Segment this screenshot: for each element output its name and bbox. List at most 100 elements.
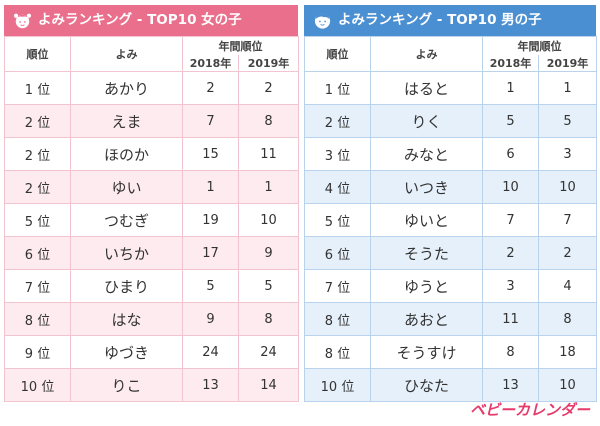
rank-cell: 6 位 [304, 236, 371, 270]
rank-cell: 8 位 [4, 302, 71, 336]
rank-2018-cell: 5 [482, 104, 539, 138]
rank-2019-cell: 5 [538, 104, 597, 138]
table-row: 1 位 はると 1 1 [304, 71, 597, 105]
rank-cell: 4 位 [304, 170, 371, 204]
yomi-header: よみ [370, 36, 483, 72]
rank-2018-cell: 1 [182, 170, 239, 204]
rank-2018-cell: 8 [482, 335, 539, 369]
table-row: 8 位 はな 9 8 [4, 302, 299, 336]
table-row: 4 位 いつき 10 10 [304, 170, 597, 204]
rank-2018-cell: 7 [482, 203, 539, 237]
boys-panel-title-bar: よみランキング - TOP10 男の子 [304, 5, 596, 36]
rank-cell: 7 位 [4, 269, 71, 303]
brand-logo: ベビーカレンダー [469, 401, 590, 419]
table-row: 6 位 いちか 17 9 [4, 236, 299, 270]
rank-header: 順位 [4, 36, 71, 72]
rank-2019-cell: 24 [238, 335, 299, 369]
rank-2018-cell: 5 [182, 269, 239, 303]
rank-2018-cell: 17 [182, 236, 239, 270]
rank-cell: 6 位 [4, 236, 71, 270]
yomi-cell: つむぎ [70, 203, 183, 237]
boys-ranking-table: 順位 よみ 年間順位 2018年 2019年 1 位 はると 1 1 2 位 り… [304, 36, 597, 402]
rank-2019-cell: 18 [538, 335, 597, 369]
rank-cell: 2 位 [304, 104, 371, 138]
table-row: 5 位 ゆいと 7 7 [304, 203, 597, 237]
boys-panel-title: よみランキング - TOP10 男の子 [338, 12, 542, 28]
table-row: 2 位 ほのか 15 11 [4, 137, 299, 171]
rank-2019-cell: 11 [238, 137, 299, 171]
rank-2018-cell: 7 [182, 104, 239, 138]
rank-cell: 1 位 [4, 71, 71, 105]
yomi-cell: りく [370, 104, 483, 138]
year-2019-header: 2019年 [538, 55, 597, 72]
table-row: 3 位 みなと 6 3 [304, 137, 597, 171]
rank-2019-cell: 10 [238, 203, 299, 237]
yomi-cell: ゆうと [370, 269, 483, 303]
rank-2018-cell: 15 [182, 137, 239, 171]
rank-cell: 5 位 [304, 203, 371, 237]
rank-cell: 2 位 [4, 170, 71, 204]
yomi-cell: はな [70, 302, 183, 336]
rank-2019-cell: 3 [538, 137, 597, 171]
rank-2019-cell: 14 [238, 368, 299, 402]
yomi-cell: あかり [70, 71, 183, 105]
table-row: 2 位 えま 7 8 [4, 104, 299, 138]
yomi-cell: みなと [370, 137, 483, 171]
table-row: 10 位 ひなた 13 10 [304, 368, 597, 402]
rank-cell: 8 位 [304, 335, 371, 369]
table-row: 8 位 あおと 11 8 [304, 302, 597, 336]
rank-2019-cell: 10 [538, 170, 597, 204]
rank-2018-cell: 10 [482, 170, 539, 204]
rank-cell: 10 位 [304, 368, 371, 402]
year-rank-header: 年間順位 [482, 36, 597, 55]
yomi-cell: はると [370, 71, 483, 105]
girls-ranking-panel: よみランキング - TOP10 女の子 順位 よみ 年間順位 2018年 201… [4, 5, 299, 402]
rank-2018-cell: 13 [182, 368, 239, 402]
table-row: 10 位 りこ 13 14 [4, 368, 299, 402]
yomi-cell: りこ [70, 368, 183, 402]
table-row: 1 位 あかり 2 2 [4, 71, 299, 105]
yomi-cell: あおと [370, 302, 483, 336]
yomi-cell: ゆいと [370, 203, 483, 237]
yomi-cell: ひなた [370, 368, 483, 402]
rank-2019-cell: 4 [538, 269, 597, 303]
rank-2019-cell: 8 [238, 302, 299, 336]
rank-2019-cell: 5 [238, 269, 299, 303]
girls-panel-title: よみランキング - TOP10 女の子 [38, 12, 242, 28]
year-2019-header: 2019年 [238, 55, 299, 72]
rank-2018-cell: 6 [482, 137, 539, 171]
rank-2019-cell: 8 [238, 104, 299, 138]
rank-cell: 10 位 [4, 368, 71, 402]
girl-face-icon [13, 13, 32, 29]
rank-2018-cell: 3 [482, 269, 539, 303]
yomi-cell: そうた [370, 236, 483, 270]
rank-2019-cell: 8 [538, 302, 597, 336]
rank-2019-cell: 7 [538, 203, 597, 237]
table-row: 2 位 ゆい 1 1 [4, 170, 299, 204]
yomi-header: よみ [70, 36, 183, 72]
table-row: 7 位 ひまり 5 5 [4, 269, 299, 303]
boy-face-icon [314, 13, 331, 29]
rank-2019-cell: 10 [538, 368, 597, 402]
rank-cell: 3 位 [304, 137, 371, 171]
table-row: 8 位 そうすけ 8 18 [304, 335, 597, 369]
table-row: 5 位 つむぎ 19 10 [4, 203, 299, 237]
rank-2018-cell: 13 [482, 368, 539, 402]
rank-2018-cell: 2 [482, 236, 539, 270]
table-row: 2 位 りく 5 5 [304, 104, 597, 138]
rank-2018-cell: 19 [182, 203, 239, 237]
yomi-cell: そうすけ [370, 335, 483, 369]
rank-2019-cell: 1 [238, 170, 299, 204]
rank-2019-cell: 9 [238, 236, 299, 270]
yomi-cell: ひまり [70, 269, 183, 303]
rank-cell: 5 位 [4, 203, 71, 237]
boys-ranking-panel: よみランキング - TOP10 男の子 順位 よみ 年間順位 2018年 201… [304, 5, 597, 402]
yomi-cell: ほのか [70, 137, 183, 171]
rank-2019-cell: 2 [238, 71, 299, 105]
year-rank-header: 年間順位 [182, 36, 299, 55]
rank-2018-cell: 9 [182, 302, 239, 336]
rank-cell: 2 位 [4, 137, 71, 171]
rank-2018-cell: 11 [482, 302, 539, 336]
table-row: 9 位 ゆづき 24 24 [4, 335, 299, 369]
rank-cell: 1 位 [304, 71, 371, 105]
